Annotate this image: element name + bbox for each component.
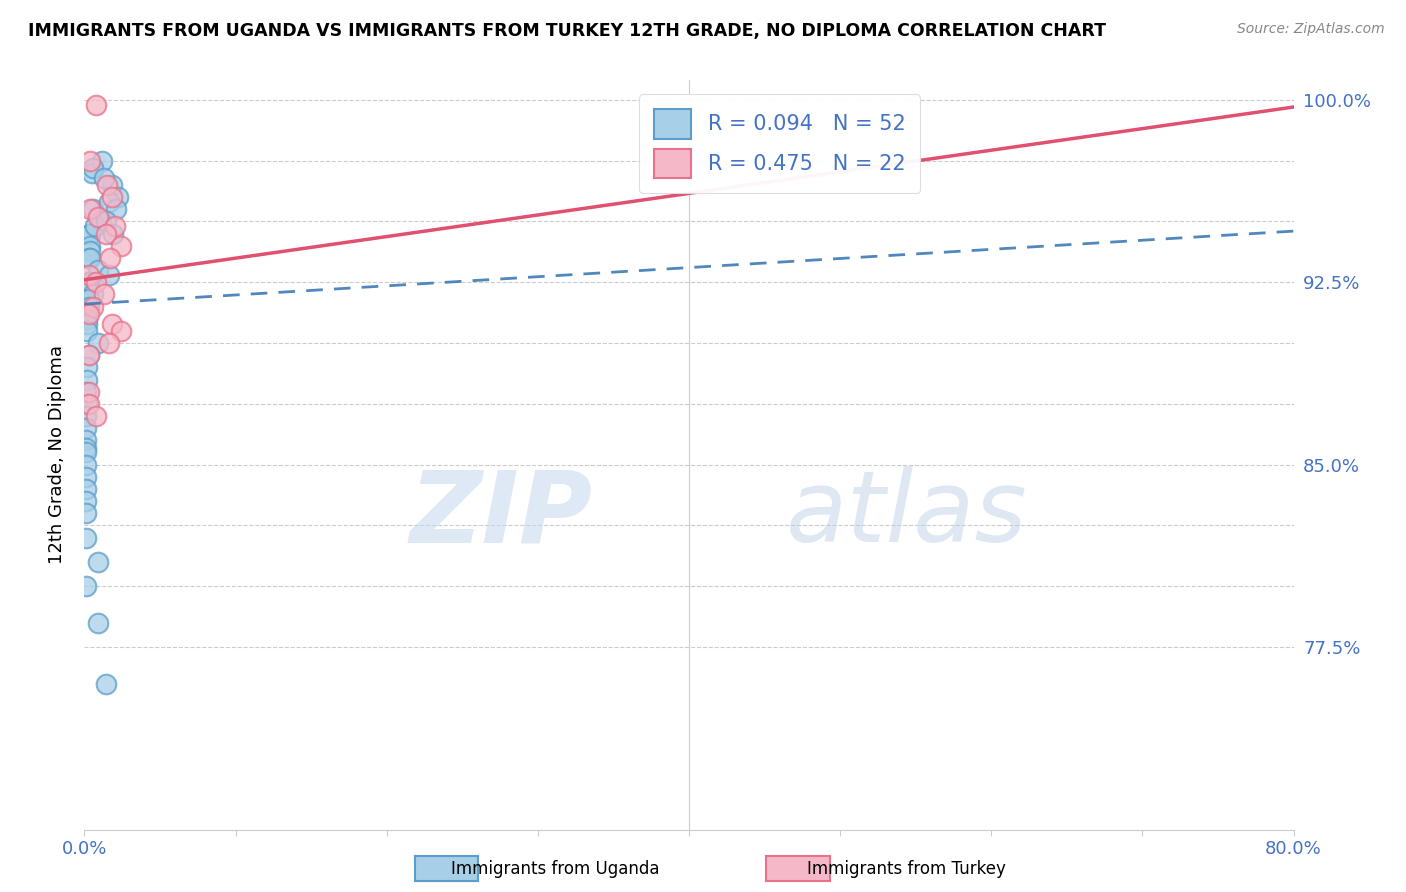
Point [86, 409, 108, 423]
Point [75, 482, 97, 496]
Point [75, 441, 97, 455]
Point [79, 251, 101, 265]
Point [86, 97, 108, 112]
Point [101, 227, 124, 241]
Text: IMMIGRANTS FROM UGANDA VS IMMIGRANTS FROM TURKEY 12TH GRADE, NO DIPLOMA CORRELAT: IMMIGRANTS FROM UGANDA VS IMMIGRANTS FRO… [28, 22, 1107, 40]
Point [77, 348, 100, 362]
Point [77, 268, 100, 282]
Point [75, 531, 97, 545]
Point [107, 190, 129, 204]
Point [77, 348, 100, 362]
Point [77, 275, 100, 289]
Point [75, 445, 97, 459]
Point [86, 275, 108, 289]
Point [110, 238, 132, 252]
Point [77, 275, 100, 289]
Point [77, 307, 100, 321]
Point [77, 384, 100, 399]
Point [104, 219, 127, 234]
Point [100, 190, 122, 204]
Point [79, 227, 101, 241]
Point [79, 153, 101, 168]
Text: ZIP: ZIP [409, 467, 592, 564]
Point [77, 283, 100, 297]
Point [76, 360, 98, 375]
Point [82, 300, 104, 314]
Point [87, 615, 110, 630]
Point [96, 178, 118, 192]
Point [82, 161, 104, 175]
Point [84, 219, 107, 234]
Point [75, 494, 97, 508]
Point [75, 579, 97, 593]
Point [87, 263, 110, 277]
Point [79, 227, 101, 241]
Point [87, 336, 110, 351]
Point [110, 324, 132, 338]
Legend: R = 0.094   N = 52, R = 0.475   N = 22: R = 0.094 N = 52, R = 0.475 N = 22 [640, 95, 920, 193]
Point [77, 251, 100, 265]
Point [90, 214, 112, 228]
Point [94, 227, 117, 241]
Point [79, 202, 101, 217]
Point [77, 397, 100, 411]
Point [76, 311, 98, 326]
Point [105, 202, 128, 217]
Point [91, 153, 114, 168]
Point [76, 324, 98, 338]
Text: Immigrants from Turkey: Immigrants from Turkey [807, 860, 1007, 878]
Point [75, 421, 97, 435]
Point [82, 287, 104, 301]
Point [94, 214, 117, 228]
Point [97, 336, 120, 351]
Point [87, 555, 110, 569]
Point [75, 458, 97, 472]
Text: Source: ZipAtlas.com: Source: ZipAtlas.com [1237, 22, 1385, 37]
Point [76, 372, 98, 386]
Point [77, 292, 100, 306]
Text: Immigrants from Uganda: Immigrants from Uganda [451, 860, 659, 878]
Point [97, 194, 120, 209]
Point [93, 170, 115, 185]
Point [93, 287, 115, 301]
Point [75, 470, 97, 484]
Point [100, 178, 122, 192]
Point [79, 238, 101, 252]
Point [97, 268, 120, 282]
Point [76, 307, 98, 321]
Point [94, 676, 117, 690]
Y-axis label: 12th Grade, No Diploma: 12th Grade, No Diploma [48, 345, 66, 565]
Point [75, 434, 97, 448]
Point [76, 317, 98, 331]
Text: atlas: atlas [786, 467, 1028, 564]
Point [76, 397, 98, 411]
Point [80, 166, 103, 180]
Point [75, 409, 97, 423]
Point [77, 300, 100, 314]
Point [79, 244, 101, 258]
Point [87, 210, 110, 224]
Point [75, 384, 97, 399]
Point [82, 202, 104, 217]
Point [100, 317, 122, 331]
Point [75, 506, 97, 520]
Point [98, 251, 121, 265]
